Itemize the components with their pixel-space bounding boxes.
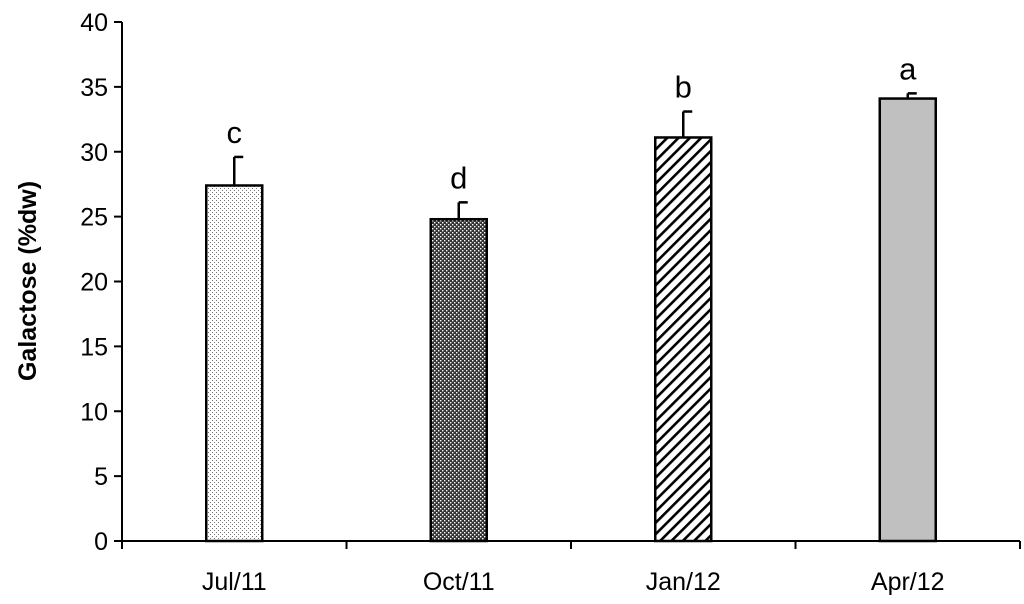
bar-jul-11	[205, 184, 264, 543]
significance-letter: c	[227, 115, 243, 150]
significance-letters: c d b a	[227, 51, 918, 195]
y-tick-label: 35	[80, 74, 108, 102]
x-tick-label: Jan/12	[646, 568, 721, 596]
y-axis-title: Galactose (%dw)	[14, 181, 42, 381]
y-tick-label: 20	[80, 269, 108, 297]
y-tick-label: 5	[94, 463, 108, 491]
y-tick-label: 10	[80, 398, 108, 426]
category-labels: Jul/11 Oct/11 Jan/12 Apr/12	[202, 568, 945, 596]
x-tick-label: Apr/12	[871, 568, 945, 596]
y-tick-label: 15	[80, 333, 108, 361]
bar-oct-11	[429, 217, 488, 543]
significance-letter: d	[450, 160, 467, 195]
y-tick-label: 40	[80, 9, 108, 37]
x-tick-label: Jul/11	[202, 568, 267, 596]
bars	[205, 97, 937, 543]
significance-letter: a	[899, 51, 917, 86]
y-tick-label: 25	[80, 204, 108, 232]
y-tick-label: 30	[80, 139, 108, 167]
error-bars	[233, 92, 917, 220]
y-ticks: 0 5 10 15 20 25 30 35 40	[80, 9, 122, 556]
x-ticks	[121, 541, 1021, 549]
bar-apr-12	[878, 97, 937, 543]
y-tick-label: 0	[94, 528, 108, 556]
significance-letter: b	[675, 70, 692, 105]
bar-jan-12	[654, 136, 713, 543]
x-tick-label: Oct/11	[423, 568, 495, 596]
